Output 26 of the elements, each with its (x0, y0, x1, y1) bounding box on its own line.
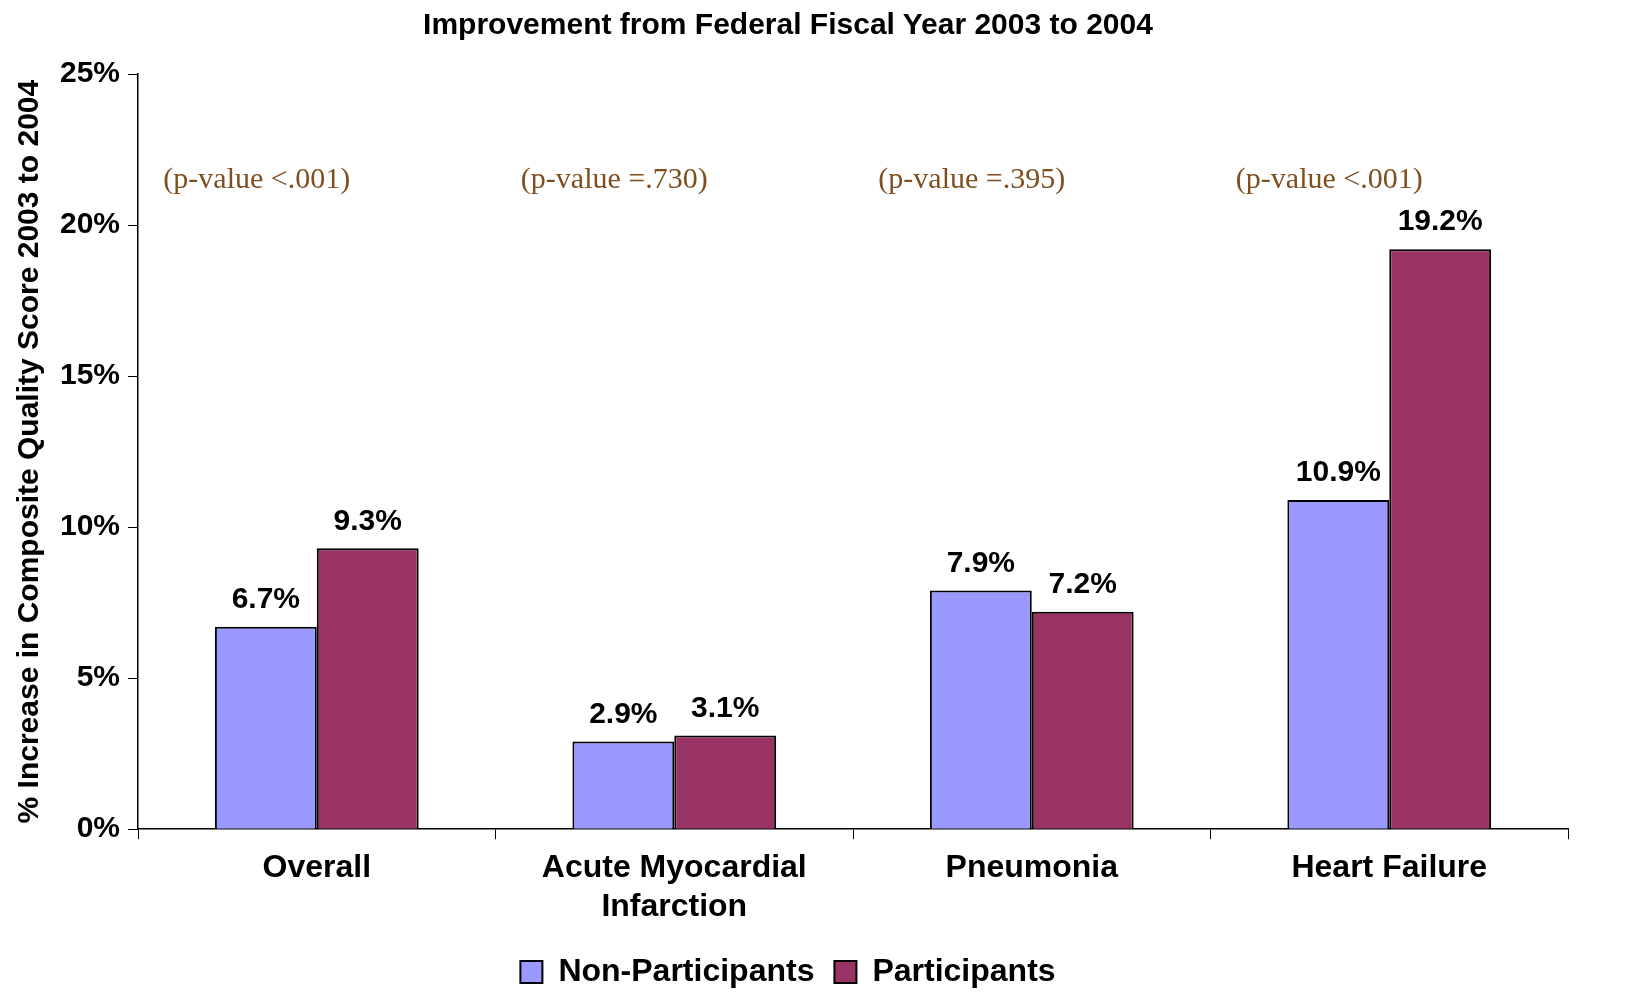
annotation: (p-value =.730) (520, 160, 708, 195)
data-label: 7.2% (1048, 565, 1117, 599)
y-axis-title: % Increase in Composite Quality Score 2003 to 2004 (11, 79, 45, 824)
data-label: 3.1% (691, 689, 760, 723)
data-label: 2.9% (589, 695, 658, 729)
annotation: (p-value <.001) (163, 160, 351, 195)
y-tick-label: 25% (60, 55, 121, 89)
data-label: 7.9% (946, 544, 1016, 578)
annotation: (p-value =.395) (878, 160, 1066, 195)
x-tick-label: Pneumonia (945, 848, 1119, 885)
y-tick-label: 10% (60, 508, 121, 542)
annotation: (p-value <.001) (1235, 160, 1423, 195)
data-label: 10.9% (1295, 454, 1381, 488)
y-tick-label: 5% (76, 659, 121, 693)
y-tick-label: 20% (60, 206, 121, 240)
y-tick-label: 0% (76, 810, 121, 844)
data-label: 9.3% (333, 502, 402, 536)
y-tick-label: 15% (60, 357, 121, 391)
data-label: 6.7% (231, 581, 301, 615)
legend-label: Participants (872, 951, 1056, 988)
chart-title: Improvement from Federal Fiscal Year 2003 to 2004 (423, 7, 1154, 41)
data-label: 19.2% (1397, 203, 1483, 237)
x-tick-label: Heart Failure (1291, 848, 1488, 885)
legend-label: Non-Participants (558, 951, 815, 988)
x-tick-label: Overall (262, 848, 372, 885)
x-tick-label: Acute Myocardial Infarction (541, 848, 807, 923)
